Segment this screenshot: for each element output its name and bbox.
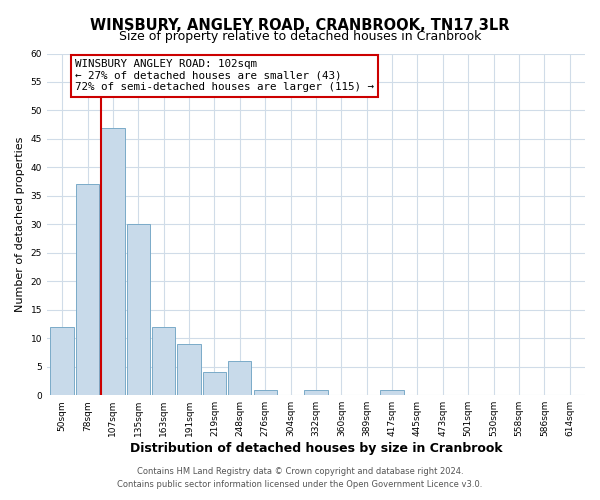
Bar bbox=[304, 390, 328, 395]
Bar bbox=[101, 128, 125, 395]
Text: Size of property relative to detached houses in Cranbrook: Size of property relative to detached ho… bbox=[119, 30, 481, 43]
Bar bbox=[127, 224, 150, 395]
Bar bbox=[203, 372, 226, 395]
Text: Contains HM Land Registry data © Crown copyright and database right 2024.
Contai: Contains HM Land Registry data © Crown c… bbox=[118, 467, 482, 489]
Y-axis label: Number of detached properties: Number of detached properties bbox=[15, 136, 25, 312]
Bar bbox=[76, 184, 99, 395]
Bar bbox=[178, 344, 201, 395]
Text: WINSBURY ANGLEY ROAD: 102sqm
← 27% of detached houses are smaller (43)
72% of se: WINSBURY ANGLEY ROAD: 102sqm ← 27% of de… bbox=[75, 59, 374, 92]
Bar bbox=[254, 390, 277, 395]
Text: WINSBURY, ANGLEY ROAD, CRANBROOK, TN17 3LR: WINSBURY, ANGLEY ROAD, CRANBROOK, TN17 3… bbox=[90, 18, 510, 32]
Bar bbox=[228, 361, 251, 395]
Bar bbox=[152, 327, 175, 395]
Bar bbox=[380, 390, 404, 395]
Bar bbox=[50, 327, 74, 395]
X-axis label: Distribution of detached houses by size in Cranbrook: Distribution of detached houses by size … bbox=[130, 442, 502, 455]
